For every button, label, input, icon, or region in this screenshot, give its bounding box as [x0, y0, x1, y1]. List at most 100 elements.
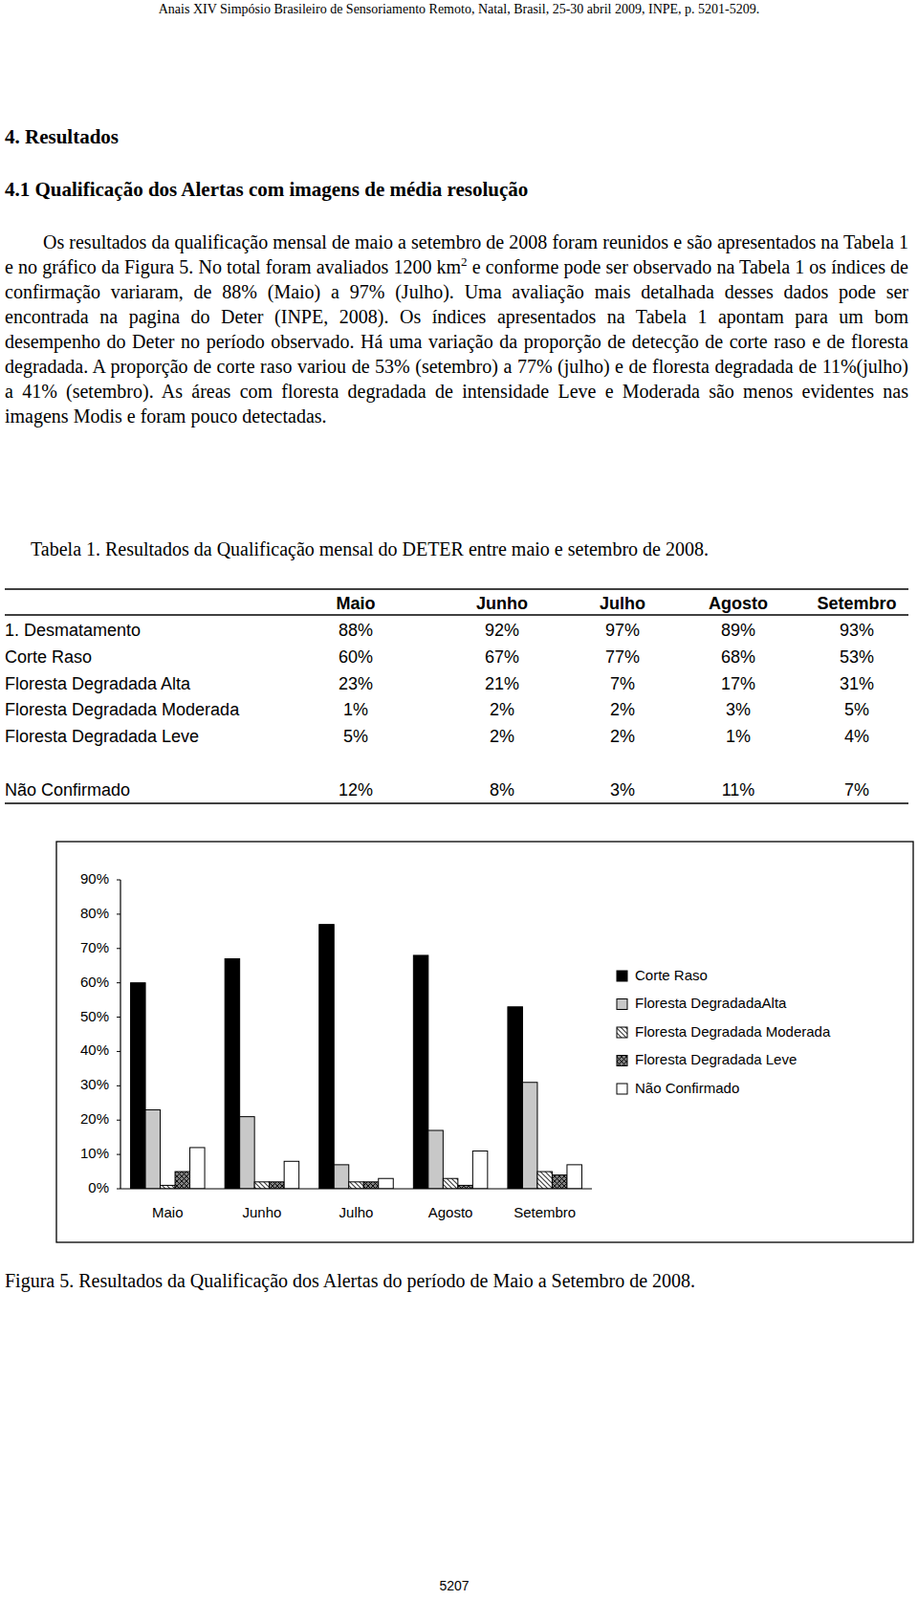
table-cell: 11%	[680, 780, 796, 801]
table-cell: 53%	[799, 647, 915, 668]
table-header-cell: Agosto	[680, 593, 796, 614]
bar	[522, 1082, 538, 1189]
table-row-label: 1. Desmatamento	[4, 620, 141, 641]
bar	[145, 1109, 161, 1189]
paragraph: Os resultados da qualificação mensal de …	[4, 229, 909, 429]
bar	[269, 1181, 285, 1189]
table-cell: 5%	[799, 699, 915, 721]
bar	[378, 1178, 394, 1189]
bar	[507, 1006, 524, 1189]
bar	[363, 1181, 379, 1189]
bar	[284, 1160, 300, 1189]
y-tick-label: 40%	[80, 1041, 110, 1058]
bar	[319, 924, 335, 1189]
bar	[190, 1147, 206, 1189]
y-tick-label: 60%	[80, 973, 110, 990]
table-cell: 5%	[298, 726, 414, 747]
legend-swatch	[616, 999, 628, 1010]
table-cell: 2%	[444, 699, 560, 721]
legend-swatch	[616, 1027, 628, 1038]
table-header-cell: Maio	[298, 593, 414, 614]
table-cell: 17%	[680, 674, 796, 695]
bars	[131, 924, 583, 1189]
table-cell: 7%	[799, 780, 915, 801]
table-cell: 1%	[298, 699, 414, 721]
y-tick-label: 10%	[80, 1144, 110, 1161]
y-tick-label: 70%	[80, 939, 110, 956]
table-cell: 12%	[298, 780, 414, 801]
table-cell: 67%	[444, 647, 560, 668]
table-cell: 23%	[298, 674, 414, 695]
x-tick-label: Maio	[152, 1203, 184, 1221]
table-cell: 3%	[680, 699, 796, 721]
bar	[442, 1178, 459, 1189]
table-row-label: Floresta Degradada Leve	[4, 726, 199, 747]
y-tick-label: 0%	[87, 1179, 110, 1196]
legend-label: Não Confirmado	[634, 1079, 740, 1096]
table-cell: 8%	[444, 780, 560, 801]
bar	[551, 1175, 568, 1189]
table-header-cell: Setembro	[799, 593, 915, 614]
legend-label: Corte Raso	[634, 966, 708, 984]
table-cell: 89%	[680, 620, 796, 641]
running-header: Anais XIV Simpósio Brasileiro de Sensori…	[0, 1, 918, 18]
table-row-label: Não Confirmado	[4, 780, 131, 801]
bar	[567, 1164, 583, 1189]
table-cell: 1%	[680, 726, 796, 747]
table-caption: Tabela 1. Resultados da Qualificação men…	[30, 538, 709, 561]
y-tick-label: 20%	[80, 1110, 110, 1127]
bar	[224, 959, 241, 1189]
x-tick-label: Junho	[241, 1203, 282, 1221]
table-cell: 88%	[298, 620, 414, 641]
table-cell: 93%	[799, 620, 915, 641]
bar	[349, 1181, 365, 1189]
table-row-label: Floresta Degradada Moderada	[4, 699, 240, 721]
legend-label: Floresta DegradadaAlta	[634, 994, 787, 1011]
table-rule	[4, 802, 909, 804]
y-tick-label: 30%	[80, 1075, 110, 1093]
table-cell: 31%	[799, 674, 915, 695]
y-tick-label: 80%	[80, 904, 110, 921]
bar	[537, 1171, 553, 1189]
table-row-label: Floresta Degradada Alta	[4, 674, 191, 695]
table-cell: 3%	[565, 780, 680, 801]
x-tick-label: Setembro	[513, 1203, 576, 1221]
table-cell: 2%	[565, 726, 680, 747]
legend-swatch	[616, 1055, 628, 1067]
table-cell: 2%	[565, 699, 680, 721]
table-cell: 21%	[444, 674, 560, 695]
y-tick-label: 50%	[80, 1007, 110, 1025]
bar	[333, 1164, 350, 1189]
subsection-title: 4.1 Qualificação dos Alertas com imagens…	[4, 177, 528, 202]
table-rule	[4, 613, 909, 615]
table-cell: 7%	[565, 674, 680, 695]
y-axis	[119, 879, 121, 1189]
table-header-cell: Junho	[444, 593, 560, 614]
bar	[131, 983, 147, 1189]
x-tick-label: Julho	[339, 1203, 374, 1221]
table-rule	[4, 588, 909, 590]
table-cell: 77%	[565, 647, 680, 668]
bar	[254, 1181, 270, 1189]
legend-swatch	[616, 1083, 628, 1094]
bar	[413, 955, 429, 1189]
bar	[240, 1116, 256, 1189]
bar	[174, 1171, 191, 1189]
bar	[472, 1151, 488, 1189]
x-axis	[120, 1187, 592, 1189]
table-header-cell: Julho	[565, 593, 680, 614]
table-cell: 92%	[444, 620, 560, 641]
section-title: 4. Resultados	[4, 125, 119, 150]
figure-frame	[56, 841, 914, 1243]
table-row-label: Corte Raso	[4, 647, 92, 668]
table-cell: 2%	[444, 726, 560, 747]
y-tick-label: 90%	[80, 870, 110, 887]
figure-caption: Figura 5. Resultados da Qualificação dos…	[4, 1269, 696, 1292]
legend-swatch	[616, 970, 628, 982]
legend-label: Floresta Degradada Moderada	[634, 1023, 831, 1040]
superscript: 2	[460, 254, 468, 269]
table-cell: 68%	[680, 647, 796, 668]
legend-label: Floresta Degradada Leve	[634, 1050, 797, 1068]
page-graphics: 0%10%20%30%40%50%60%70%80%90%MaioJunhoJu…	[0, 0, 918, 1600]
table-cell: 60%	[298, 647, 414, 668]
